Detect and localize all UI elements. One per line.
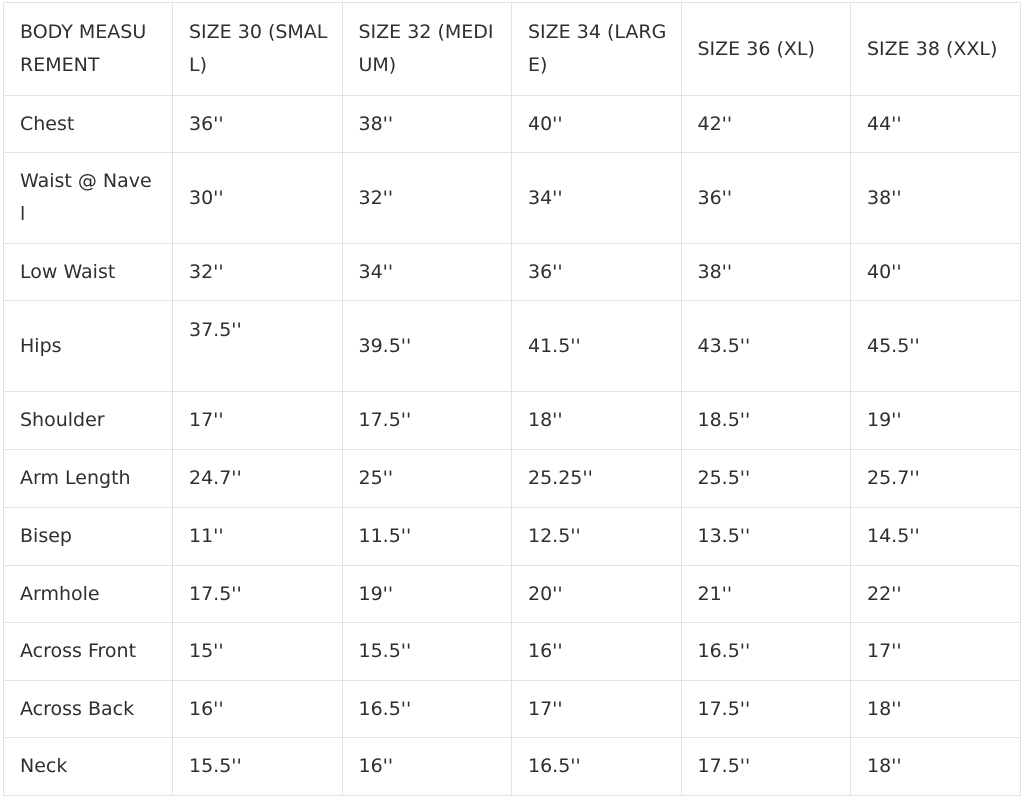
size-value: 25.7'' [850, 449, 1021, 508]
header-size: SIZE 34 (LARGE) [511, 2, 682, 96]
size-value: 30'' [172, 152, 343, 244]
size-value: 38'' [850, 152, 1021, 244]
header-row: BODY MEASUREMENT SIZE 30 (SMALL) SIZE 32 (… [3, 2, 1021, 96]
size-value: 17.5'' [341, 391, 512, 450]
measurement-label: Armhole [3, 565, 173, 623]
size-value: 36'' [680, 152, 851, 244]
measurement-label: Shoulder [3, 391, 173, 450]
table-row: Chest 36'' 38'' 40'' 42'' 44'' [3, 95, 1021, 153]
size-value: 15.5'' [341, 622, 512, 681]
size-value: 16'' [172, 680, 343, 738]
size-value: 16'' [511, 622, 682, 681]
size-value: 25.5'' [680, 449, 851, 508]
size-value: 17.5'' [680, 737, 851, 796]
table-row: Neck 15.5'' 16'' 16.5'' 17.5'' 18'' [3, 737, 1021, 796]
size-value: 16.5'' [341, 680, 512, 738]
size-value: 25.25'' [511, 449, 682, 508]
size-value: 17.5'' [680, 680, 851, 738]
size-value: 37.5'' [172, 300, 343, 392]
size-value: 17'' [172, 391, 343, 450]
measurement-label: Arm Length [3, 449, 173, 508]
size-value: 15.5'' [172, 737, 343, 796]
size-value: 15'' [172, 622, 343, 681]
size-chart-table: BODY MEASUREMENT SIZE 30 (SMALL) SIZE 32 (… [3, 2, 1021, 796]
header-size: SIZE 32 (MEDIUM) [341, 2, 512, 96]
measurement-label: Chest [3, 95, 173, 153]
size-value: 11'' [172, 507, 343, 566]
size-value: 34'' [511, 152, 682, 244]
size-value: 32'' [172, 243, 343, 301]
size-value: 18'' [850, 680, 1021, 738]
size-value: 16.5'' [680, 622, 851, 681]
size-value: 45.5'' [850, 300, 1021, 392]
measurement-label: Across Front [3, 622, 173, 681]
size-value: 36'' [172, 95, 343, 153]
size-value: 18'' [511, 391, 682, 450]
size-value: 16.5'' [511, 737, 682, 796]
size-value: 17.5'' [172, 565, 343, 623]
size-value: 39.5'' [341, 300, 512, 392]
table-row: Hips 37.5'' 39.5'' 41.5'' 43.5'' 45.5'' [3, 300, 1021, 392]
table-row: Across Back 16'' 16.5'' 17'' 17.5'' 18'' [3, 680, 1021, 738]
size-value: 25'' [341, 449, 512, 508]
size-value: 14.5'' [850, 507, 1021, 566]
size-value: 24.7'' [172, 449, 343, 508]
measurement-label: Hips [3, 300, 173, 392]
size-value: 12.5'' [511, 507, 682, 566]
table-row: Across Front 15'' 15.5'' 16'' 16.5'' 17'' [3, 622, 1021, 681]
table-row: Armhole 17.5'' 19'' 20'' 21'' 22'' [3, 565, 1021, 623]
size-value: 40'' [850, 243, 1021, 301]
size-value: 18.5'' [680, 391, 851, 450]
table-row: Bisep 11'' 11.5'' 12.5'' 13.5'' 14.5'' [3, 507, 1021, 566]
size-value: 19'' [850, 391, 1021, 450]
size-value: 19'' [341, 565, 512, 623]
table-row: Arm Length 24.7'' 25'' 25.25'' 25.5'' 25.7'' [3, 449, 1021, 508]
size-value: 36'' [511, 243, 682, 301]
size-value: 38'' [341, 95, 512, 153]
size-value: 40'' [511, 95, 682, 153]
size-value: 21'' [680, 565, 851, 623]
size-value: 11.5'' [341, 507, 512, 566]
size-value: 17'' [850, 622, 1021, 681]
size-value: 13.5'' [680, 507, 851, 566]
size-value: 41.5'' [511, 300, 682, 392]
size-value: 32'' [341, 152, 512, 244]
table-row: Shoulder 17'' 17.5'' 18'' 18.5'' 19'' [3, 391, 1021, 450]
size-value: 22'' [850, 565, 1021, 623]
measurement-label: Low Waist [3, 243, 173, 301]
size-value: 44'' [850, 95, 1021, 153]
table-row: Waist @ Navel 30'' 32'' 34'' 36'' 38'' [3, 152, 1021, 244]
size-value: 16'' [341, 737, 512, 796]
size-value: 43.5'' [680, 300, 851, 392]
measurement-label: Bisep [3, 507, 173, 566]
size-value: 17'' [511, 680, 682, 738]
header-measurement: BODY MEASUREMENT [3, 2, 173, 96]
table-row: Low Waist 32'' 34'' 36'' 38'' 40'' [3, 243, 1021, 301]
measurement-label: Across Back [3, 680, 173, 738]
header-size: SIZE 38 (XXL) [850, 2, 1021, 96]
size-value: 20'' [511, 565, 682, 623]
measurement-label: Waist @ Navel [3, 152, 173, 244]
size-value: 38'' [680, 243, 851, 301]
header-size: SIZE 36 (XL) [680, 2, 851, 96]
header-size: SIZE 30 (SMALL) [172, 2, 343, 96]
size-value: 42'' [680, 95, 851, 153]
measurement-label: Neck [3, 737, 173, 796]
size-value: 18'' [850, 737, 1021, 796]
size-value: 34'' [341, 243, 512, 301]
